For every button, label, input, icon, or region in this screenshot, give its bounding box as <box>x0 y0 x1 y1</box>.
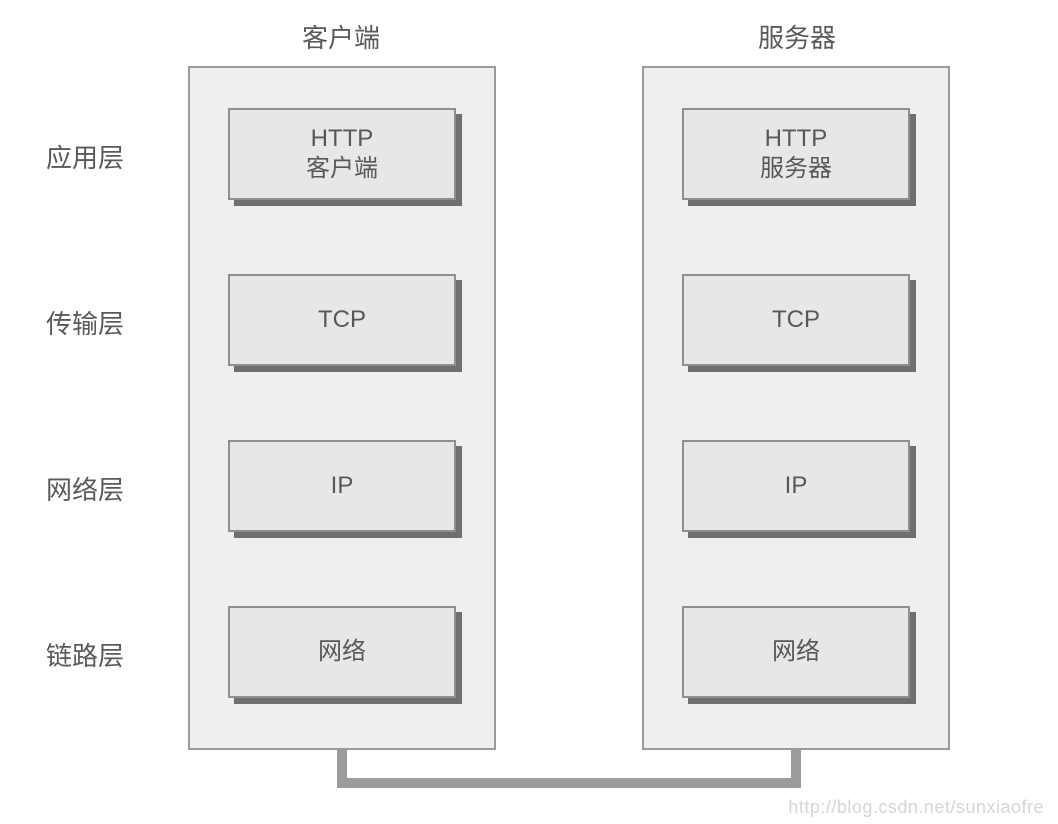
client_network-shadow-r <box>456 446 462 538</box>
node-server_network: IP <box>682 440 910 532</box>
client_link-shadow-b <box>234 698 462 704</box>
layer-label-transport: 传输层 <box>46 304 124 341</box>
client_app-shadow-r <box>456 114 462 206</box>
server_link-shadow-r <box>910 612 916 704</box>
client_transport-shadow-r <box>456 280 462 372</box>
layer-label-app: 应用层 <box>46 138 124 175</box>
server_app-shadow-r <box>910 114 916 206</box>
client_app-shadow-b <box>234 200 462 206</box>
node-server_link: 网络 <box>682 606 910 698</box>
node-client_transport: TCP <box>228 274 456 366</box>
node-client_network: IP <box>228 440 456 532</box>
client_link-shadow-r <box>456 612 462 704</box>
layer-label-link: 链路层 <box>46 636 124 673</box>
server_link-shadow-b <box>688 698 916 704</box>
bottom-hbar <box>337 778 801 788</box>
client_transport-shadow-b <box>234 366 462 372</box>
node-server_app: HTTP 服务器 <box>682 108 910 200</box>
server_transport-shadow-r <box>910 280 916 372</box>
node-server_transport: TCP <box>682 274 910 366</box>
server_app-shadow-b <box>688 200 916 206</box>
client_network-shadow-b <box>234 532 462 538</box>
server-title: 服务器 <box>758 18 836 55</box>
client-title: 客户端 <box>302 18 380 55</box>
server_transport-shadow-b <box>688 366 916 372</box>
server_network-shadow-r <box>910 446 916 538</box>
watermark-text: http://blog.csdn.net/sunxiaofre <box>788 797 1044 818</box>
node-client_app: HTTP 客户端 <box>228 108 456 200</box>
layer-label-network: 网络层 <box>46 470 124 507</box>
server_network-shadow-b <box>688 532 916 538</box>
node-client_link: 网络 <box>228 606 456 698</box>
